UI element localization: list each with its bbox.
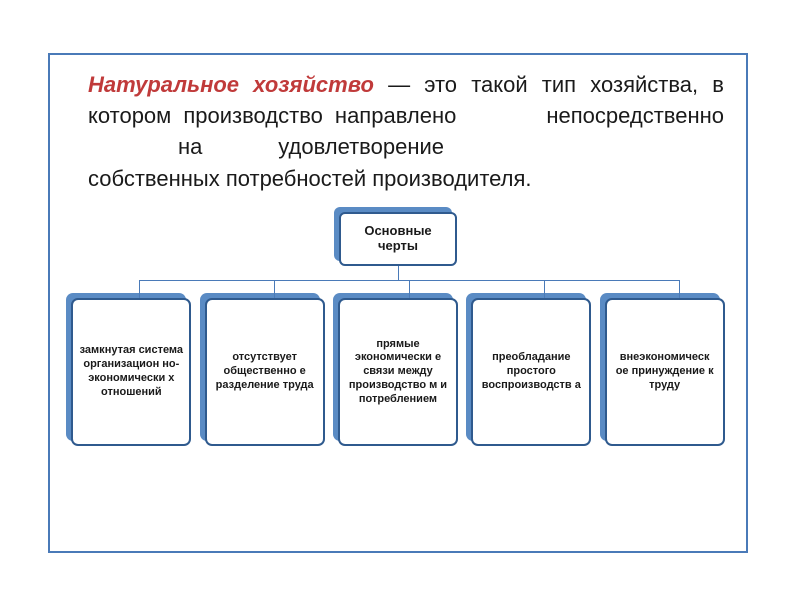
children-row: замкнутая система организацион но- эконо…	[50, 298, 746, 446]
child-box: прямые экономически е связи между произв…	[338, 298, 458, 446]
child-box: замкнутая система организацион но- эконо…	[71, 298, 191, 446]
child-box: внеэкономическ ое принуждение к труду	[605, 298, 725, 446]
child-node: прямые экономически е связи между произв…	[338, 298, 458, 446]
child-node: замкнутая система организацион но- эконо…	[71, 298, 191, 446]
def-4a: удовлетворение	[278, 134, 444, 159]
root-box: Основные черты	[339, 212, 457, 266]
root-label: Основные черты	[345, 224, 451, 254]
child-label: преобладание простого воспроизводств а	[479, 351, 583, 392]
child-label: прямые экономически е связи между произв…	[346, 338, 450, 407]
child-box: отсутствует общественно е разделение тру…	[205, 298, 325, 446]
def-3a: непосредственно	[546, 103, 724, 128]
child-label: отсутствует общественно е разделение тру…	[213, 351, 317, 392]
connector-vdown	[274, 280, 275, 298]
def-3b: на	[178, 134, 202, 159]
connector-vdown	[679, 280, 680, 298]
child-node: внеэкономическ ое принуждение к труду	[605, 298, 725, 446]
definition-paragraph: Натуральное хозяйство — это такой тип хо…	[50, 55, 746, 204]
slide-frame: Натуральное хозяйство — это такой тип хо…	[48, 53, 748, 553]
connector-vdown	[139, 280, 140, 298]
connector-vdown	[544, 280, 545, 298]
child-node: отсутствует общественно е разделение тру…	[205, 298, 325, 446]
term: Натуральное хозяйство	[88, 72, 374, 97]
connector-vtop	[398, 266, 399, 280]
def-4b: собственных	[88, 166, 220, 191]
child-box: преобладание простого воспроизводств а	[471, 298, 591, 446]
child-label: внеэкономическ ое принуждение к труду	[613, 351, 717, 392]
def-5: потребностей производителя.	[226, 166, 532, 191]
child-node: преобладание простого воспроизводств а	[471, 298, 591, 446]
child-label: замкнутая система организацион но- эконо…	[79, 344, 183, 399]
org-chart: Основные черты замкнутая система организ…	[50, 204, 746, 504]
root-node: Основные черты	[339, 212, 457, 266]
connector-vdown	[409, 280, 410, 298]
